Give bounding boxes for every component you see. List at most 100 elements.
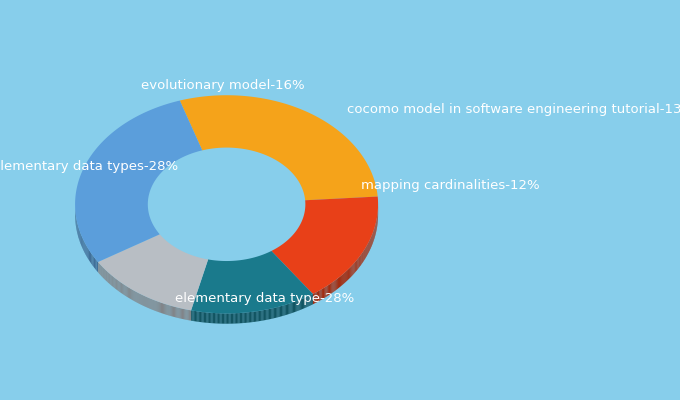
Polygon shape <box>292 302 293 313</box>
Polygon shape <box>331 282 333 294</box>
Polygon shape <box>156 301 158 312</box>
Polygon shape <box>161 302 162 313</box>
Polygon shape <box>124 285 125 296</box>
Polygon shape <box>356 260 357 271</box>
Polygon shape <box>180 95 377 200</box>
Polygon shape <box>276 307 277 318</box>
Polygon shape <box>148 298 150 308</box>
Polygon shape <box>171 306 172 316</box>
Polygon shape <box>141 294 142 305</box>
Polygon shape <box>258 311 259 322</box>
Polygon shape <box>350 267 351 278</box>
Polygon shape <box>105 270 106 281</box>
Polygon shape <box>132 289 133 300</box>
Polygon shape <box>259 311 260 321</box>
Polygon shape <box>82 236 83 249</box>
Text: mapping cardinalities-12%: mapping cardinalities-12% <box>361 179 539 192</box>
Polygon shape <box>241 313 242 323</box>
Polygon shape <box>295 301 296 312</box>
Polygon shape <box>274 308 275 318</box>
Polygon shape <box>189 310 190 320</box>
Polygon shape <box>205 312 206 323</box>
Polygon shape <box>309 295 311 306</box>
Polygon shape <box>307 296 309 307</box>
Polygon shape <box>181 308 182 319</box>
Polygon shape <box>180 308 181 319</box>
Polygon shape <box>249 312 250 322</box>
Polygon shape <box>204 312 205 322</box>
Polygon shape <box>359 256 360 267</box>
Polygon shape <box>355 261 356 272</box>
Polygon shape <box>352 265 353 276</box>
Polygon shape <box>174 307 175 317</box>
Polygon shape <box>139 294 140 304</box>
Polygon shape <box>91 253 92 265</box>
Polygon shape <box>255 311 256 322</box>
Polygon shape <box>346 270 347 282</box>
Polygon shape <box>150 298 152 309</box>
Polygon shape <box>343 273 344 284</box>
Polygon shape <box>311 294 313 305</box>
Polygon shape <box>286 304 287 315</box>
Polygon shape <box>179 308 180 318</box>
Polygon shape <box>142 295 143 306</box>
Polygon shape <box>133 290 134 301</box>
Polygon shape <box>330 283 331 294</box>
Polygon shape <box>127 287 128 298</box>
Polygon shape <box>173 306 174 317</box>
Polygon shape <box>287 304 288 315</box>
Polygon shape <box>353 264 354 275</box>
Polygon shape <box>194 311 195 321</box>
Polygon shape <box>158 302 160 312</box>
Polygon shape <box>211 313 213 323</box>
Polygon shape <box>317 291 318 302</box>
Polygon shape <box>273 308 274 318</box>
Polygon shape <box>322 288 323 300</box>
Polygon shape <box>342 274 343 285</box>
Polygon shape <box>128 287 129 298</box>
Polygon shape <box>344 272 345 284</box>
Polygon shape <box>282 306 284 316</box>
Polygon shape <box>144 296 146 307</box>
Polygon shape <box>98 234 208 310</box>
Polygon shape <box>270 308 271 319</box>
Polygon shape <box>277 307 279 317</box>
Polygon shape <box>88 248 89 260</box>
Polygon shape <box>300 299 301 310</box>
Polygon shape <box>114 278 116 289</box>
Polygon shape <box>348 268 349 280</box>
Polygon shape <box>152 300 154 310</box>
Polygon shape <box>103 268 104 279</box>
Polygon shape <box>285 305 286 315</box>
Text: cocomo model in software engineering tutorial-13%: cocomo model in software engineering tut… <box>347 103 680 116</box>
Polygon shape <box>297 300 299 311</box>
Polygon shape <box>360 254 362 265</box>
Polygon shape <box>176 307 177 318</box>
Polygon shape <box>325 286 326 297</box>
Polygon shape <box>199 312 200 322</box>
Polygon shape <box>260 310 261 321</box>
Polygon shape <box>130 288 131 299</box>
Polygon shape <box>328 285 329 296</box>
Polygon shape <box>224 313 226 324</box>
Polygon shape <box>197 311 199 322</box>
Polygon shape <box>191 251 313 313</box>
Polygon shape <box>316 292 317 303</box>
Polygon shape <box>135 292 137 302</box>
Polygon shape <box>218 313 219 324</box>
Polygon shape <box>314 293 316 304</box>
Polygon shape <box>117 280 118 290</box>
Polygon shape <box>333 281 335 292</box>
Polygon shape <box>220 313 222 324</box>
Polygon shape <box>118 281 120 292</box>
Polygon shape <box>184 309 186 320</box>
Polygon shape <box>252 312 254 322</box>
Polygon shape <box>92 255 94 267</box>
Polygon shape <box>108 272 109 284</box>
Polygon shape <box>188 310 189 320</box>
Polygon shape <box>143 296 144 306</box>
Polygon shape <box>351 266 352 277</box>
Polygon shape <box>83 238 84 251</box>
Polygon shape <box>284 305 285 316</box>
Polygon shape <box>182 308 183 319</box>
